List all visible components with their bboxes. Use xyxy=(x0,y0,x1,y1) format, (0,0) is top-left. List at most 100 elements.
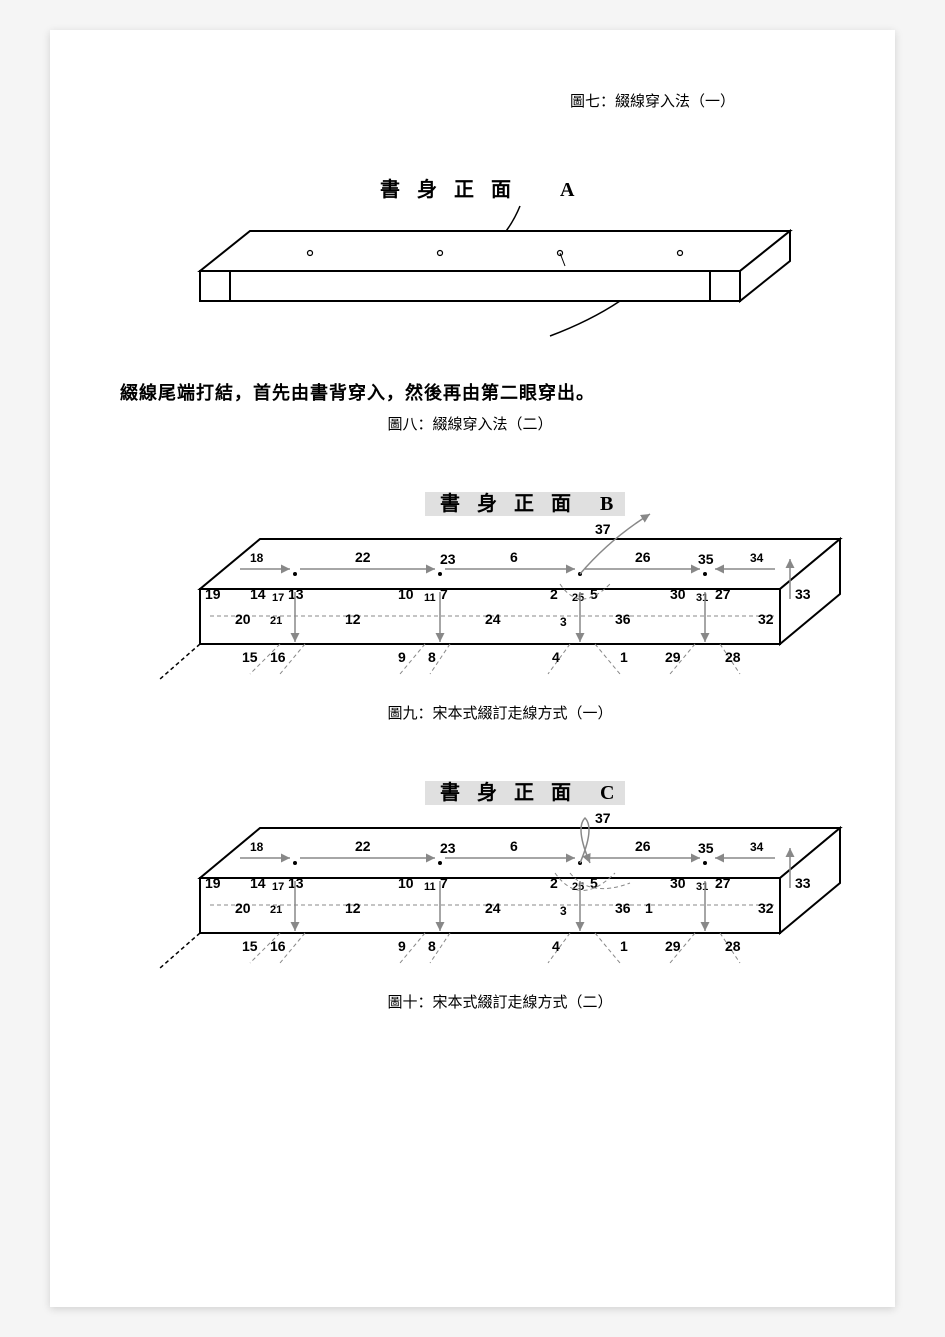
fig10-n36: 36 xyxy=(615,900,631,916)
fig9-num-37: 37 xyxy=(595,521,611,537)
fig10-hole-b xyxy=(438,861,442,865)
figure-10: 書 身 正 面 C 37 18 22 23 6 26 35 xyxy=(140,773,860,1012)
fig9-n22: 22 xyxy=(355,549,371,565)
figure-8: 書 身 正 面 A 綴線尾端打結，首先由書背穿入，然後再由第二眼穿出。 xyxy=(120,171,820,434)
fig10-n26: 26 xyxy=(635,838,651,854)
fig9-n35: 35 xyxy=(698,551,714,567)
fig9-n27: 27 xyxy=(715,586,731,602)
fig9-n16: 16 xyxy=(270,649,286,665)
fig9-n28: 28 xyxy=(725,649,741,665)
fig10-hole-a xyxy=(293,861,297,865)
fig10-n13: 13 xyxy=(288,875,304,891)
fig9-svg: 書 身 正 面 B xyxy=(140,484,860,694)
fig9-n6: 6 xyxy=(510,549,518,565)
fig10-n4: 4 xyxy=(552,938,560,954)
fig8-caption: 圖八：綴線穿入法（二） xyxy=(120,413,820,434)
fig9-n10: 10 xyxy=(398,586,414,602)
fig10-n34: 34 xyxy=(750,840,764,854)
fig9-caption: 圖九：宋本式綴訂走線方式（一） xyxy=(140,702,860,723)
fig10-n21: 21 xyxy=(270,904,282,916)
fig10-n2: 2 xyxy=(550,875,558,891)
fig10-n3: 3 xyxy=(560,904,567,918)
fig10-hole-d xyxy=(703,861,707,865)
fig9-n13: 13 xyxy=(288,586,304,602)
fig10-n25: 25 xyxy=(572,881,584,893)
fig10-n31: 31 xyxy=(696,881,708,893)
fig10-n9: 9 xyxy=(398,938,406,954)
fig9-n33: 33 xyxy=(795,586,811,602)
fig9-n26: 26 xyxy=(635,549,651,565)
fig9-n23: 23 xyxy=(440,551,456,567)
fig9-n17: 17 xyxy=(272,592,284,604)
fig9-n9: 9 xyxy=(398,649,406,665)
fig9-n30: 30 xyxy=(670,586,686,602)
fig10-n27: 27 xyxy=(715,875,731,891)
fig9-d6 xyxy=(595,644,620,674)
fig10-n24: 24 xyxy=(485,900,501,916)
fig8-title-letter: A xyxy=(560,179,575,201)
fig9-n36: 36 xyxy=(615,611,631,627)
fig9-n1: 1 xyxy=(620,649,628,665)
fig9-n20: 20 xyxy=(235,611,251,627)
fig10-n22: 22 xyxy=(355,838,371,854)
fig10-n11: 11 xyxy=(424,881,436,893)
fig10-n17: 17 xyxy=(272,881,284,893)
fig9-n19: 19 xyxy=(205,586,221,602)
fig10-n1b: 1 xyxy=(620,938,628,954)
fig10-n18: 18 xyxy=(250,840,264,854)
fig10-n20: 20 xyxy=(235,900,251,916)
fig9-title-letter: B xyxy=(600,493,613,515)
fig9-hole-a xyxy=(293,572,297,576)
fig10-n7: 7 xyxy=(440,875,448,891)
fig9-n12: 12 xyxy=(345,611,361,627)
document-page: 圖七：綴線穿入法（一） 書 身 正 面 A xyxy=(50,30,895,1307)
fig10-n1: 1 xyxy=(645,900,653,916)
fig10-n6: 6 xyxy=(510,838,518,854)
fig9-n7: 7 xyxy=(440,586,448,602)
fig9-n21: 21 xyxy=(270,615,282,627)
fig10-n23: 23 xyxy=(440,840,456,856)
fig10-n14: 14 xyxy=(250,875,266,891)
fig9-top-face xyxy=(200,539,840,589)
fig9-n3: 3 xyxy=(560,615,567,629)
fig10-n35: 35 xyxy=(698,840,714,856)
fig9-n31: 31 xyxy=(696,592,708,604)
fig10-n8: 8 xyxy=(428,938,436,954)
figure-9: 書 身 正 面 B xyxy=(140,484,860,723)
fig10-num-37: 37 xyxy=(595,810,611,826)
fig10-title: 書 身 正 面 xyxy=(440,780,577,804)
fig9-n8: 8 xyxy=(428,649,436,665)
fig8-front-face xyxy=(200,271,740,301)
fig10-n33: 33 xyxy=(795,875,811,891)
fig10-n30: 30 xyxy=(670,875,686,891)
fig9-n32: 32 xyxy=(758,611,774,627)
fig9-n29: 29 xyxy=(665,649,681,665)
fig9-n11: 11 xyxy=(424,592,436,604)
fig8-top-face xyxy=(200,231,790,271)
fig9-hole-d xyxy=(703,572,707,576)
fig10-caption: 圖十：宋本式綴訂走線方式（二） xyxy=(140,991,860,1012)
fig9-title: 書 身 正 面 xyxy=(440,491,577,515)
fig9-hole-b xyxy=(438,572,442,576)
fig10-d6 xyxy=(595,933,620,963)
fig7-caption: 圖七：綴線穿入法（一） xyxy=(440,90,865,111)
fig9-n25: 25 xyxy=(572,592,584,604)
fig8-instruction: 綴線尾端打結，首先由書背穿入，然後再由第二眼穿出。 xyxy=(120,379,820,405)
fig10-left-diag-2 xyxy=(160,933,200,968)
fig9-n2: 2 xyxy=(550,586,558,602)
fig10-n28: 28 xyxy=(725,938,741,954)
fig9-n24: 24 xyxy=(485,611,501,627)
fig9-n34: 34 xyxy=(750,551,764,565)
fig10-n15: 15 xyxy=(242,938,258,954)
fig8-svg: 書 身 正 面 A xyxy=(120,171,820,371)
fig9-left-diag-2 xyxy=(160,644,200,679)
fig9-n14: 14 xyxy=(250,586,266,602)
fig10-n29: 29 xyxy=(665,938,681,954)
fig10-n10: 10 xyxy=(398,875,414,891)
fig10-title-letter: C xyxy=(600,782,614,804)
fig10-top-face xyxy=(200,828,840,878)
fig8-title: 書 身 正 面 xyxy=(380,177,517,201)
fig8-pointer-curve xyxy=(550,301,620,336)
fig10-n19: 19 xyxy=(205,875,221,891)
fig10-n16: 16 xyxy=(270,938,286,954)
